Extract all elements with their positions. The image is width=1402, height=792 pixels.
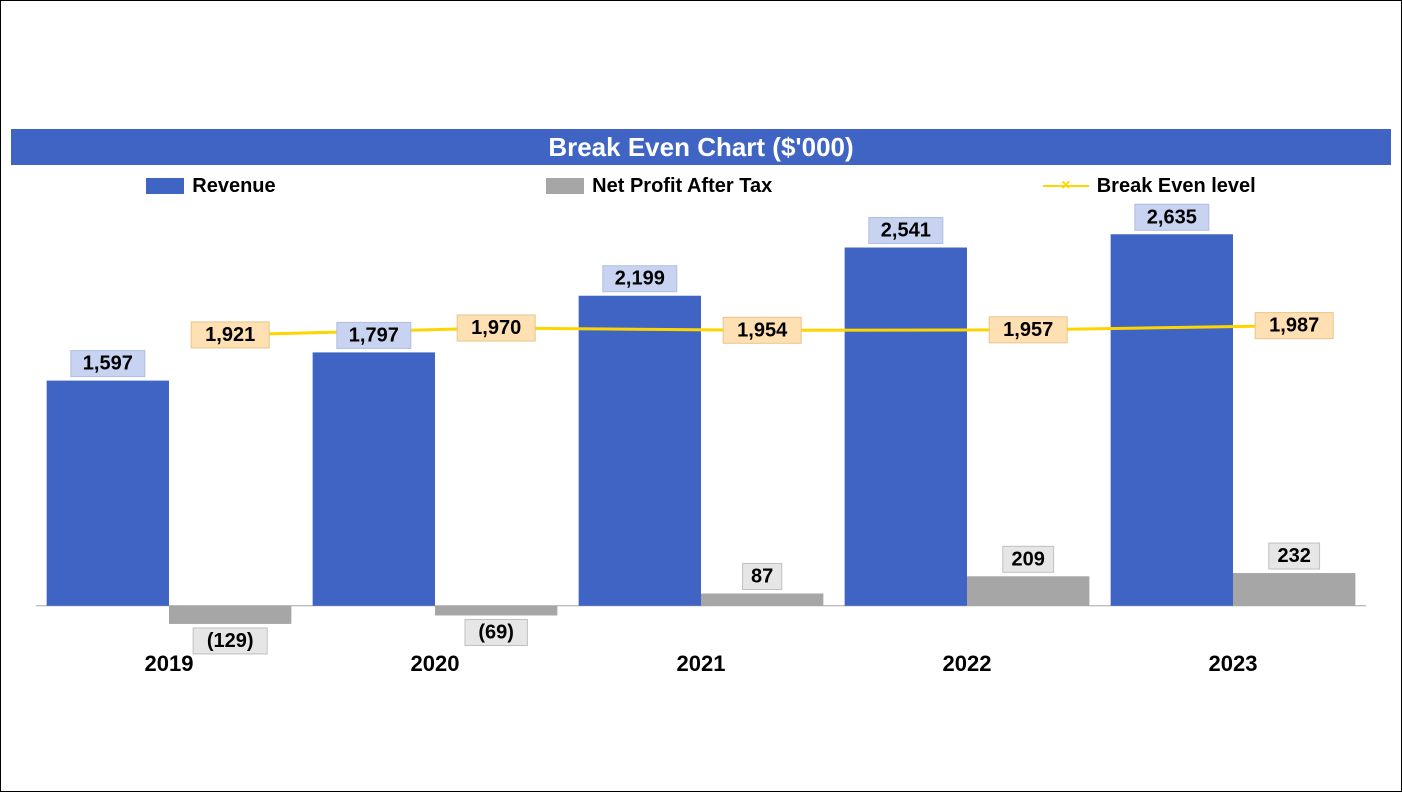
legend-item-revenue: Revenue [146, 175, 275, 198]
data-label: 2,635 [1135, 204, 1209, 230]
svg-text:1,970: 1,970 [471, 317, 521, 339]
legend-label-netprofit: Net Profit After Tax [592, 175, 772, 198]
bar [47, 381, 169, 606]
legend-swatch-netprofit [546, 178, 584, 194]
data-label: 1,954 [723, 317, 801, 343]
data-label: 1,797 [337, 322, 411, 348]
svg-text:(69): (69) [478, 621, 514, 643]
legend-item-netprofit: Net Profit After Tax [546, 175, 772, 198]
chart-title: Break Even Chart ($'000) [11, 129, 1391, 165]
bar [701, 593, 823, 605]
data-label: 2,199 [603, 266, 677, 292]
legend-swatch-breakeven: × [1043, 178, 1089, 194]
bar [169, 606, 291, 624]
bar [579, 296, 701, 606]
x-axis-tick: 2022 [834, 651, 1100, 691]
data-label: 1,957 [989, 317, 1067, 343]
data-label: 232 [1269, 543, 1320, 569]
bar [1233, 573, 1355, 606]
x-axis-tick: 2020 [302, 651, 568, 691]
bar [845, 248, 967, 606]
svg-text:209: 209 [1011, 548, 1044, 570]
legend-label-revenue: Revenue [192, 175, 275, 198]
chart-svg: 1,5971,7972,1992,5412,635(129)(69)872092… [36, 211, 1366, 641]
svg-text:1,797: 1,797 [349, 324, 399, 346]
data-label: 209 [1003, 546, 1054, 572]
data-label: 1,597 [71, 351, 145, 377]
data-label: 2,541 [869, 218, 943, 244]
x-axis-labels: 20192020202120222023 [36, 651, 1366, 691]
bar [435, 606, 557, 616]
svg-text:1,954: 1,954 [737, 319, 788, 341]
legend: Revenue Net Profit After Tax × Break Eve… [11, 171, 1391, 201]
data-label: (69) [465, 619, 527, 645]
legend-label-breakeven: Break Even level [1097, 175, 1256, 198]
bar [313, 352, 435, 605]
legend-item-breakeven: × Break Even level [1043, 175, 1256, 198]
data-label: 1,987 [1255, 313, 1333, 339]
bar [967, 576, 1089, 605]
svg-text:2,541: 2,541 [881, 220, 931, 242]
data-label: 87 [743, 563, 782, 589]
legend-swatch-revenue [146, 178, 184, 194]
svg-text:232: 232 [1277, 545, 1310, 567]
chart-frame: Break Even Chart ($'000) Revenue Net Pro… [0, 0, 1402, 792]
x-axis-tick: 2019 [36, 651, 302, 691]
chart-title-text: Break Even Chart ($'000) [548, 132, 853, 163]
plot-area: 1,5971,7972,1992,5412,635(129)(69)872092… [36, 211, 1366, 641]
data-label: 1,970 [457, 315, 535, 341]
svg-text:2,635: 2,635 [1147, 206, 1197, 228]
svg-text:87: 87 [751, 565, 773, 587]
svg-text:1,921: 1,921 [205, 324, 255, 346]
x-axis-tick: 2023 [1100, 651, 1366, 691]
bar [1111, 234, 1233, 605]
svg-text:1,957: 1,957 [1003, 319, 1053, 341]
x-axis-tick: 2021 [568, 651, 834, 691]
svg-text:1,597: 1,597 [83, 353, 133, 375]
svg-text:2,199: 2,199 [615, 268, 665, 290]
data-label: 1,921 [191, 322, 269, 348]
svg-text:(129): (129) [207, 630, 254, 652]
svg-text:1,987: 1,987 [1269, 315, 1319, 337]
